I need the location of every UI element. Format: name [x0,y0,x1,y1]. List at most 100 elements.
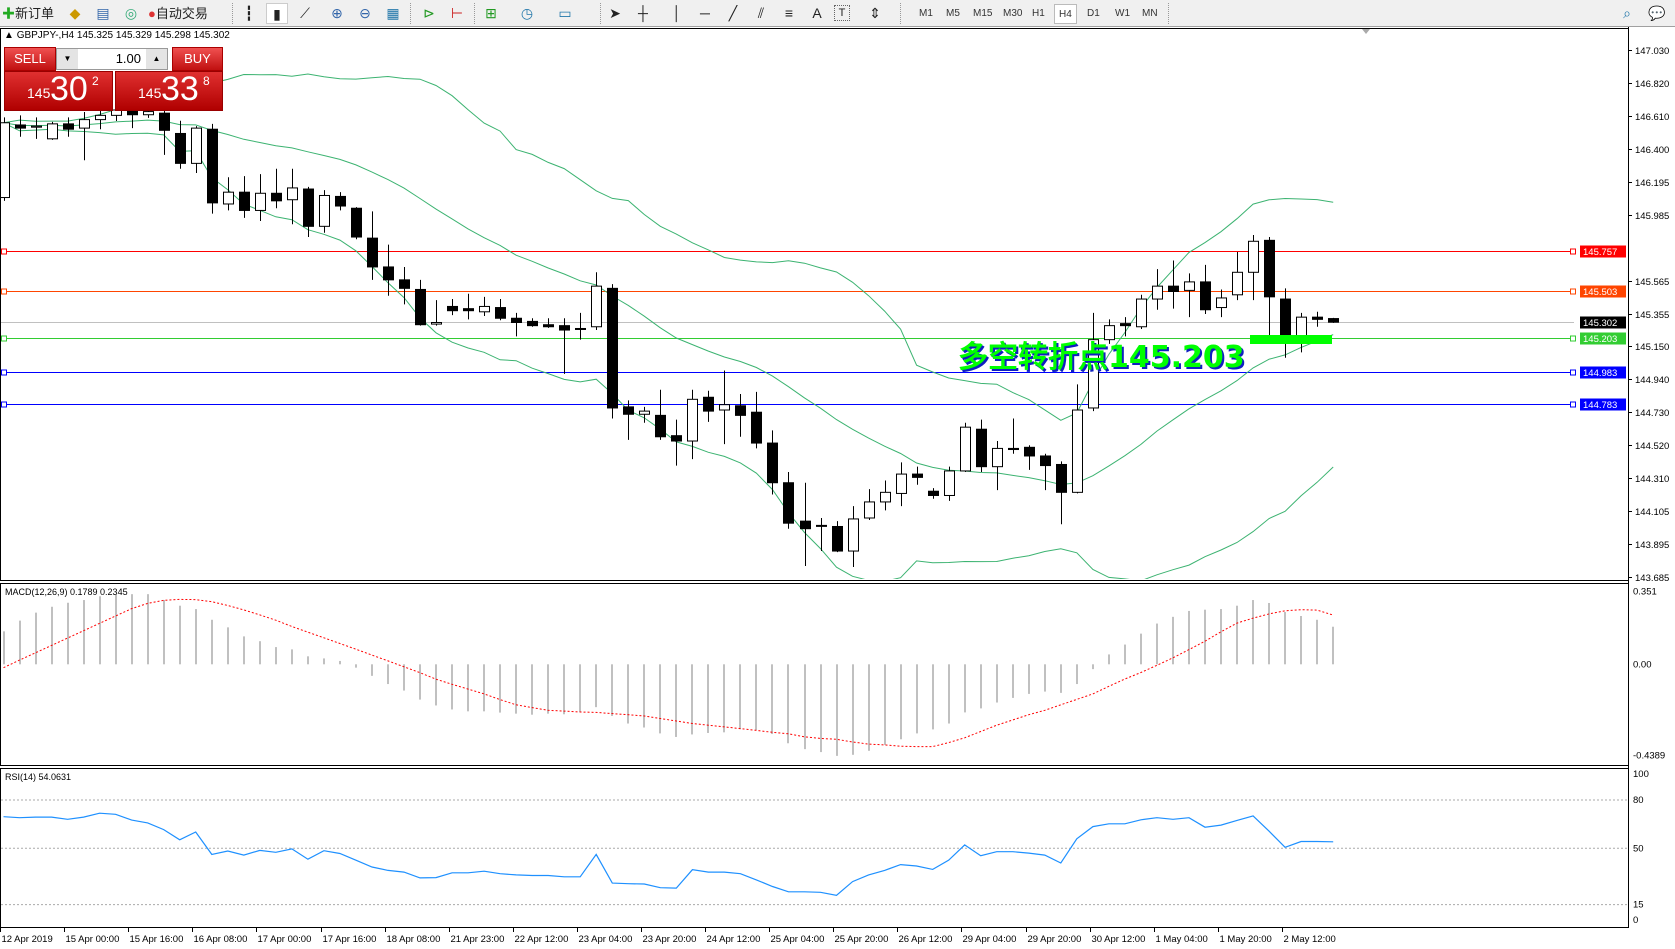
candle-body-bull [1088,339,1099,409]
timeframe-d1[interactable]: D1 [1087,8,1100,19]
level-handle[interactable] [1570,369,1576,376]
timeframe-m30[interactable]: M30 [1003,8,1023,19]
candle-body-bear [543,324,554,328]
sell-button[interactable]: SELL [4,47,56,71]
candle [1,117,10,201]
fibonacci-icon[interactable]: ≡ [784,5,794,21]
arrows-icon[interactable]: ⇕ [869,5,881,21]
equidistant-channel-icon[interactable]: ⫽ [757,5,765,21]
collapse-arrow-icon[interactable]: ▲ [4,30,17,41]
candle-body-bear [912,473,923,478]
level-handle[interactable] [1,369,7,376]
line-chart-icon[interactable]: ⟋ [300,5,310,21]
macd-bar [259,641,261,665]
bar-chart-icon[interactable]: ┇ [244,5,254,21]
candle-body-bull [575,327,586,330]
candle [1200,264,1211,315]
candle-body-bull [992,447,1003,468]
level-handle[interactable] [1,248,7,255]
level-handle[interactable] [1,401,7,408]
cursor-icon[interactable]: ➤ [609,5,621,21]
lot-value[interactable]: 1.00 [115,51,141,66]
macd-bar [1044,664,1046,692]
macd-bar [675,664,677,737]
candlestick-chart-icon[interactable]: ▮ [266,3,288,24]
rsi-axis-label: 15 [1633,900,1644,911]
candle-body-bear [1200,281,1211,311]
chart-shift-marker[interactable] [1362,29,1370,34]
candle-body-bull [431,322,442,325]
macd-bar [467,664,469,712]
auto-scroll-icon[interactable]: ⊳ [423,5,435,21]
macd-bar [147,594,149,665]
candle-body-bear [976,428,987,468]
sell-price-button[interactable]: 145 30 2 [4,70,113,111]
trendline-icon[interactable]: ╱ [728,5,738,21]
timeframe-m1[interactable]: M1 [919,8,933,19]
horizontal-line-icon[interactable]: ─ [700,5,710,21]
price-tick-label: 146.820 [1635,79,1669,90]
lot-increase-icon[interactable]: ▲ [146,49,167,69]
new-order-button[interactable]: ✚新订单 [2,6,55,21]
market-watch-icon[interactable]: ◆ [69,5,81,21]
candle [1136,294,1147,329]
buy-price-button[interactable]: 145 33 8 [115,70,223,111]
chat-icon[interactable]: 💬 [1648,5,1666,21]
auto-trading-button[interactable]: ●自动交易 [148,6,208,21]
time-tick-label: 15 Apr 00:00 [66,934,120,945]
time-tick-label: 1 May 20:00 [1220,934,1272,945]
macd-panel-frame [0,583,1629,766]
candle [31,117,42,139]
level-handle[interactable] [1,288,7,295]
new-order-icon: ✚ [2,6,16,21]
pivot-marker-bar [1250,335,1332,344]
timeframe-mn[interactable]: MN [1142,8,1158,19]
candle [719,370,730,445]
buy-button[interactable]: BUY [172,47,223,71]
price-tick-label: 143.685 [1635,573,1669,584]
timeframe-h4[interactable]: H4 [1054,4,1077,24]
bid-price-fraction: 2 [92,74,99,88]
level-handle[interactable] [1570,401,1576,408]
timeframe-m15[interactable]: M15 [973,8,993,19]
candle [367,211,378,280]
timeframe-h1[interactable]: H1 [1032,8,1045,19]
macd-bar [1076,664,1078,685]
candle [47,121,58,140]
auto-trading-icon: ● [148,6,156,21]
lot-decrease-icon[interactable]: ▼ [57,49,78,69]
level-handle[interactable] [1570,335,1576,342]
candle [255,174,266,221]
candle-body-bull [79,119,90,129]
periods-clock-icon[interactable]: ◷ [520,5,534,21]
time-tick-label: 26 Apr 12:00 [899,934,953,945]
macd-bar [884,664,886,745]
level-handle[interactable] [1,335,7,342]
level-handle[interactable] [1570,288,1576,295]
signals-icon[interactable]: ◎ [124,5,138,21]
lot-size-input[interactable]: ▼ 1.00 ▲ [56,48,168,70]
level-handle[interactable] [1570,248,1576,255]
candle [783,472,794,529]
text-tool[interactable]: A [812,5,822,21]
macd-bar [820,664,822,753]
templates-icon[interactable]: ▭ [558,5,572,21]
vertical-line-icon[interactable]: │ [672,5,682,21]
level-price-label: 145.503 [1583,287,1617,298]
search-icon[interactable]: ⌕ [1623,5,1631,21]
tile-windows-icon[interactable]: ▦ [386,5,400,21]
macd-bar [948,664,950,724]
crosshair-icon[interactable]: ┼ [638,5,648,21]
macd-bar [547,664,549,714]
timeframe-w1[interactable]: W1 [1115,8,1130,19]
zoom-out-icon[interactable]: ⊖ [359,5,371,21]
label-tool[interactable]: T [834,5,850,21]
rsi-axis-label: 80 [1633,795,1644,806]
zoom-in-icon[interactable]: ⊕ [331,5,343,21]
timeframe-m5[interactable]: M5 [946,8,960,19]
chart-shift-icon[interactable]: ⊢ [450,5,464,21]
indicators-icon[interactable]: ⊞ [485,5,497,21]
time-tick-label: 16 Apr 08:00 [194,934,248,945]
navigator-icon[interactable]: ▤ [96,5,110,21]
